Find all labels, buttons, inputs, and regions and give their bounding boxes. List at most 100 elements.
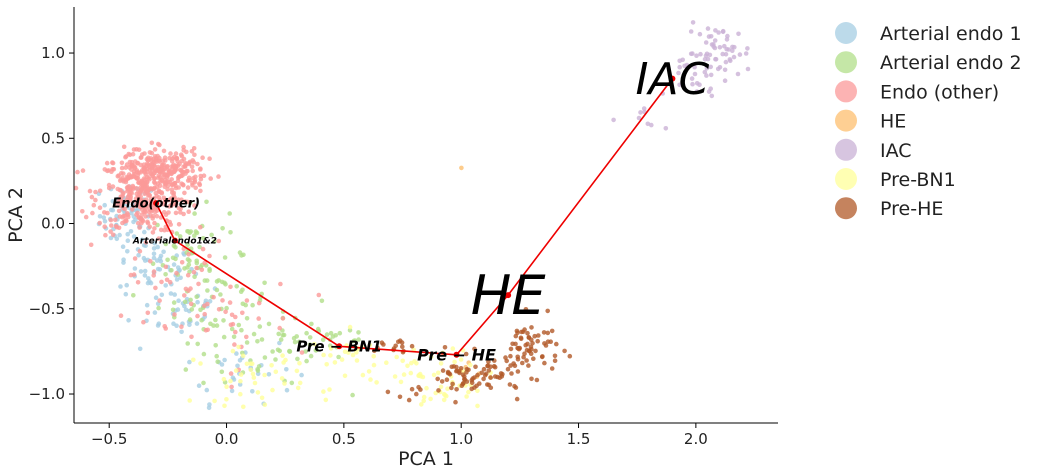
scatter-point [91, 202, 97, 208]
scatter-point [273, 369, 279, 375]
scatter-point [206, 405, 212, 411]
scatter-point [513, 333, 519, 339]
scatter-point [191, 269, 197, 275]
scatter-point [186, 252, 191, 257]
scatter-point [704, 51, 710, 57]
y-tick-label: 1.0 [41, 44, 65, 62]
scatter-point [173, 151, 179, 156]
legend-label: Pre-BN1 [880, 169, 956, 191]
scatter-point [153, 285, 158, 291]
scatter-point [712, 38, 718, 43]
scatter-point [169, 268, 174, 273]
scatter-point [228, 378, 233, 384]
scatter-point [146, 155, 151, 161]
x-tick-label: 0.5 [332, 430, 356, 448]
scatter-point [464, 394, 469, 399]
scatter-point [238, 372, 244, 377]
scatter-point [352, 338, 358, 343]
scatter-point [350, 392, 355, 398]
scatter-point [208, 321, 213, 327]
scatter-point [327, 387, 332, 392]
scatter-point [136, 252, 141, 258]
scatter-point [152, 226, 157, 231]
scatter-point [188, 301, 194, 307]
scatter-point [323, 397, 329, 403]
scatter-point [713, 56, 718, 62]
scatter-point [110, 199, 116, 204]
scatter-point [143, 209, 148, 215]
scatter-point [151, 179, 157, 185]
scatter-point [697, 31, 703, 37]
scatter-point [187, 359, 192, 365]
scatter-point [299, 350, 305, 355]
scatter-point [281, 360, 286, 365]
scatter-point [420, 374, 426, 380]
scatter-point [73, 185, 79, 191]
scatter-point [486, 368, 492, 373]
scatter-point [466, 389, 471, 395]
scatter-point [414, 391, 419, 397]
scatter-point [190, 168, 195, 174]
scatter-point [280, 332, 286, 338]
scatter-point [438, 384, 444, 390]
scatter-point [379, 340, 385, 346]
scatter-point [228, 371, 234, 376]
scatter-point [222, 403, 227, 409]
scatter-point [127, 192, 132, 197]
scatter-point [241, 404, 246, 410]
scatter-point [108, 217, 114, 223]
scatter-point [304, 358, 309, 364]
scatter-point [149, 140, 155, 146]
scatter-point [141, 176, 147, 181]
scatter-point [677, 64, 682, 70]
scatter-point [229, 384, 234, 390]
annotation-label: Pre − BN1 [296, 338, 382, 356]
scatter-point [174, 231, 180, 236]
scatter-point [720, 28, 726, 34]
scatter-point [354, 350, 359, 355]
scatter-point [119, 160, 125, 166]
scatter-point [169, 182, 175, 188]
scatter-point [232, 342, 237, 347]
trajectory-layer [153, 75, 676, 358]
scatter-point [134, 147, 139, 152]
scatter-point [485, 382, 490, 387]
scatter-point [689, 76, 695, 81]
scatter-point [117, 203, 123, 209]
scatter-point [211, 294, 216, 300]
scatter-point [174, 270, 179, 276]
scatter-point [133, 217, 138, 223]
scatter-point [227, 211, 232, 216]
scatter-point [532, 333, 537, 339]
scatter-point [236, 344, 241, 350]
scatter-point [228, 284, 233, 290]
scatter-point [488, 375, 494, 380]
scatter-point [255, 390, 261, 395]
scatter-point [149, 150, 155, 156]
scatter-point [419, 402, 424, 407]
scatter-point [176, 174, 182, 179]
scatter-point [320, 337, 326, 343]
scatter-point [152, 310, 158, 315]
scatter-point [221, 376, 227, 382]
scatter-point [93, 189, 98, 195]
scatter-point [106, 182, 112, 188]
scatter-point [130, 183, 136, 189]
scatter-point [238, 289, 244, 295]
scatter-point [522, 327, 527, 332]
legend-entry: IAC [835, 138, 912, 162]
annotation-label: HE [471, 264, 547, 327]
scatter-point [324, 332, 330, 337]
scatter-point [121, 171, 126, 176]
scatter-point [133, 203, 138, 209]
scatter-point [146, 193, 151, 198]
scatter-point [117, 232, 122, 238]
scatter-point [219, 369, 225, 375]
scatter-point [154, 258, 160, 263]
scatter-point [240, 310, 245, 316]
scatter-point [201, 351, 207, 357]
scatter-point [151, 255, 157, 261]
scatter-point [233, 368, 239, 373]
scatter-point [174, 167, 179, 172]
scatter-point [224, 384, 229, 390]
